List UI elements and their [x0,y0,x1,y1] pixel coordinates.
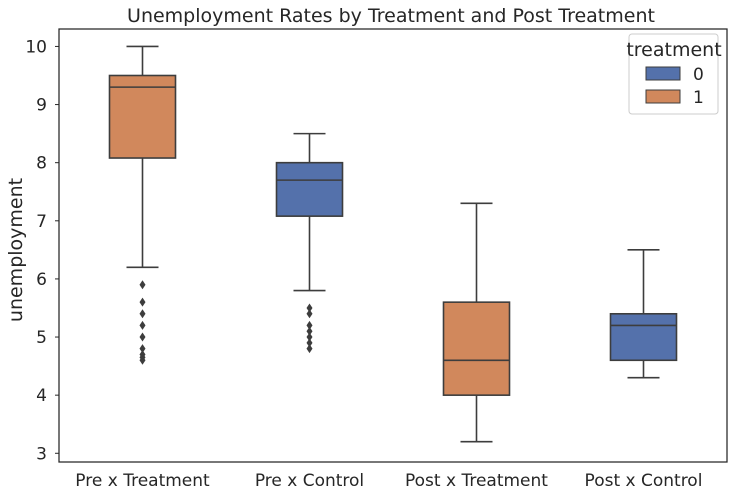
outlier-point [306,303,313,313]
box-iqr [275,161,344,217]
y-tick-label: 6 [36,270,47,290]
outlier-point [306,320,313,330]
y-tick-label: 4 [36,386,47,406]
y-tick-label: 9 [36,96,47,116]
y-tick-label: 10 [25,37,47,57]
x-tick-label: Pre x Control [255,471,364,491]
legend-swatch [645,66,681,81]
box-iqr [108,74,177,159]
outlier-point [306,309,313,319]
y-tick-label: 7 [36,212,47,232]
y-axis-label: unemployment [5,178,27,322]
outlier-point [306,338,313,348]
chart-title: Unemployment Rates by Treatment and Post… [127,5,655,27]
box-iqr [609,312,678,362]
y-tick-label: 8 [36,154,47,174]
outlier-point [306,326,313,336]
legend-label: 0 [693,65,704,85]
legend-title: treatment [626,39,721,61]
x-tick-label: Pre x Treatment [75,471,210,491]
legend: treatment 0 1 [626,33,722,115]
x-tick-label: Post x Treatment [405,471,548,491]
outlier-point [139,332,146,342]
x-tick-label: Post x Control [585,471,703,491]
legend-label: 1 [693,88,704,108]
outlier-point [139,344,146,354]
outlier-point [139,320,146,330]
outlier-point [139,280,146,290]
outlier-point [139,309,146,319]
outlier-point [306,344,313,354]
y-tick-label: 3 [36,444,47,464]
y-tick-label: 5 [36,328,47,348]
plot-frame [58,28,728,463]
box-iqr [442,301,511,396]
outlier-point [139,355,146,365]
outlier-point [139,297,146,307]
legend-swatch [645,89,681,104]
outlier-point [306,332,313,342]
